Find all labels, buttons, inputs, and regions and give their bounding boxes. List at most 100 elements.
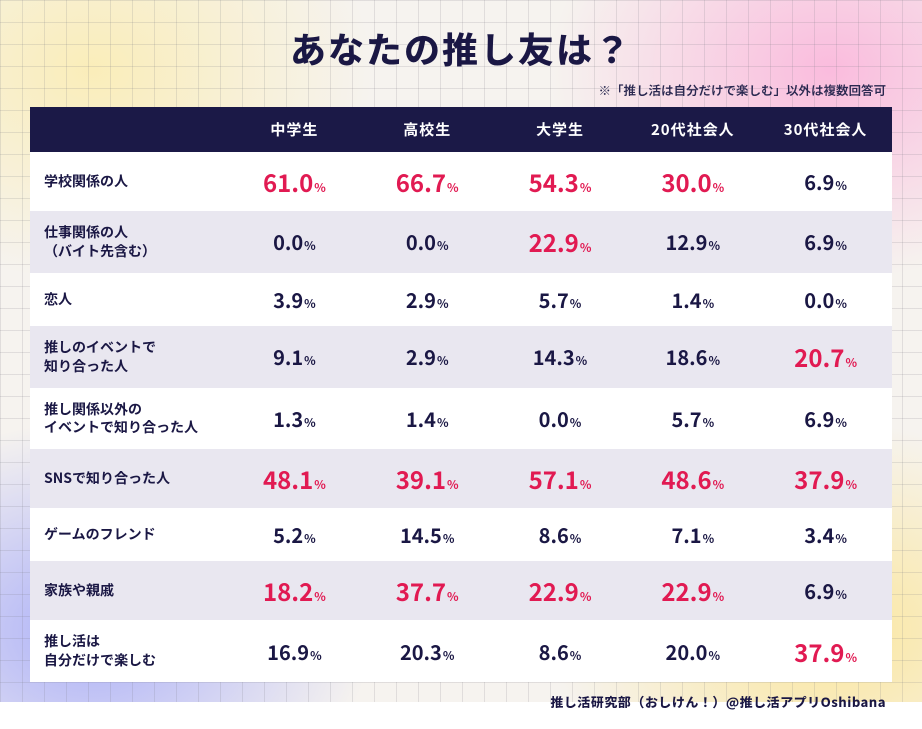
value-cell: 22.9% (494, 211, 627, 273)
page-title: あなたの推し友は？ (30, 22, 892, 74)
table-row: 家族や親戚18.2%37.7%22.9%22.9%6.9% (30, 561, 892, 620)
value-number: 6.9 (804, 227, 834, 256)
value-number: 0.0 (539, 404, 569, 433)
percent-sign: % (304, 530, 316, 547)
value-cell: 20.0% (626, 620, 759, 682)
value-cell: 18.2% (228, 561, 361, 620)
value-cell: 9.1% (228, 326, 361, 388)
percent-sign: % (447, 476, 459, 493)
value-number: 1.4 (406, 404, 436, 433)
content-wrapper: あなたの推し友は？ ※「推し活は自分だけで楽しむ」以外は複数回答可 中学生 高校… (0, 0, 922, 729)
value-number: 14.5 (400, 520, 442, 549)
value-cell: 66.7% (361, 152, 494, 211)
value-number: 14.3 (533, 342, 575, 371)
value-number: 0.0 (273, 227, 303, 256)
value-cell: 37.7% (361, 561, 494, 620)
value-number: 22.9 (661, 573, 711, 608)
percent-sign: % (314, 179, 326, 196)
value-number: 0.0 (804, 285, 834, 314)
value-cell: 3.4% (759, 508, 892, 561)
percent-sign: % (310, 647, 322, 664)
value-cell: 2.9% (361, 273, 494, 326)
percent-sign: % (713, 476, 725, 493)
row-label: ゲームのフレンド (30, 508, 228, 561)
value-number: 20.0 (666, 637, 708, 666)
value-cell: 22.9% (626, 561, 759, 620)
value-cell: 14.5% (361, 508, 494, 561)
value-cell: 57.1% (494, 449, 627, 508)
row-label: 家族や親戚 (30, 561, 228, 620)
table-row: 推しのイベントで 知り合った人9.1%2.9%14.3%18.6%20.7% (30, 326, 892, 388)
percent-sign: % (437, 414, 449, 431)
percent-sign: % (447, 588, 459, 605)
percent-sign: % (708, 647, 720, 664)
percent-sign: % (703, 530, 715, 547)
value-number: 20.3 (400, 637, 442, 666)
value-number: 37.9 (794, 461, 844, 496)
value-cell: 14.3% (494, 326, 627, 388)
percent-sign: % (835, 295, 847, 312)
percent-sign: % (314, 588, 326, 605)
percent-sign: % (443, 647, 455, 664)
value-cell: 37.9% (759, 620, 892, 682)
value-number: 22.9 (529, 573, 579, 608)
value-cell: 5.7% (494, 273, 627, 326)
value-number: 7.1 (671, 520, 701, 549)
table-header-col: 中学生 (228, 107, 361, 152)
value-number: 66.7 (396, 164, 446, 199)
percent-sign: % (304, 414, 316, 431)
value-number: 5.7 (539, 285, 569, 314)
table-row: 推し関係以外の イベントで知り合った人1.3%1.4%0.0%5.7%6.9% (30, 388, 892, 450)
value-number: 16.9 (267, 637, 309, 666)
table-body: 学校関係の人61.0%66.7%54.3%30.0%6.9%仕事関係の人 （バイ… (30, 152, 892, 682)
value-number: 1.4 (671, 285, 701, 314)
percent-sign: % (447, 179, 459, 196)
percent-sign: % (845, 476, 857, 493)
table-row: 仕事関係の人 （バイト先含む）0.0%0.0%22.9%12.9%6.9% (30, 211, 892, 273)
value-number: 1.3 (273, 404, 303, 433)
value-number: 37.7 (396, 573, 446, 608)
percent-sign: % (304, 352, 316, 369)
value-number: 6.9 (804, 576, 834, 605)
value-cell: 1.4% (361, 388, 494, 450)
value-number: 20.7 (794, 339, 844, 374)
row-label: 恋人 (30, 273, 228, 326)
value-number: 6.9 (804, 404, 834, 433)
value-number: 39.1 (396, 461, 446, 496)
percent-sign: % (304, 295, 316, 312)
value-number: 3.4 (804, 520, 834, 549)
value-cell: 20.7% (759, 326, 892, 388)
table-header-col: 高校生 (361, 107, 494, 152)
value-cell: 0.0% (228, 211, 361, 273)
percent-sign: % (304, 237, 316, 254)
value-cell: 5.2% (228, 508, 361, 561)
value-number: 8.6 (539, 637, 569, 666)
table-header-blank (30, 107, 228, 152)
percent-sign: % (580, 476, 592, 493)
value-number: 0.0 (406, 227, 436, 256)
percent-sign: % (703, 295, 715, 312)
value-number: 5.2 (273, 520, 303, 549)
value-cell: 48.1% (228, 449, 361, 508)
value-number: 61.0 (263, 164, 313, 199)
percent-sign: % (570, 414, 582, 431)
percent-sign: % (835, 586, 847, 603)
value-number: 3.9 (273, 285, 303, 314)
percent-sign: % (580, 588, 592, 605)
percent-sign: % (580, 239, 592, 256)
value-cell: 5.7% (626, 388, 759, 450)
table-header-col: 20代社会人 (626, 107, 759, 152)
percent-sign: % (437, 237, 449, 254)
row-label: 推しのイベントで 知り合った人 (30, 326, 228, 388)
value-number: 5.7 (671, 404, 701, 433)
value-cell: 3.9% (228, 273, 361, 326)
value-number: 9.1 (273, 342, 303, 371)
value-number: 8.6 (539, 520, 569, 549)
value-number: 12.9 (666, 227, 708, 256)
value-cell: 61.0% (228, 152, 361, 211)
percent-sign: % (570, 530, 582, 547)
value-number: 18.6 (666, 342, 708, 371)
value-cell: 18.6% (626, 326, 759, 388)
value-number: 48.6 (661, 461, 711, 496)
value-cell: 1.3% (228, 388, 361, 450)
